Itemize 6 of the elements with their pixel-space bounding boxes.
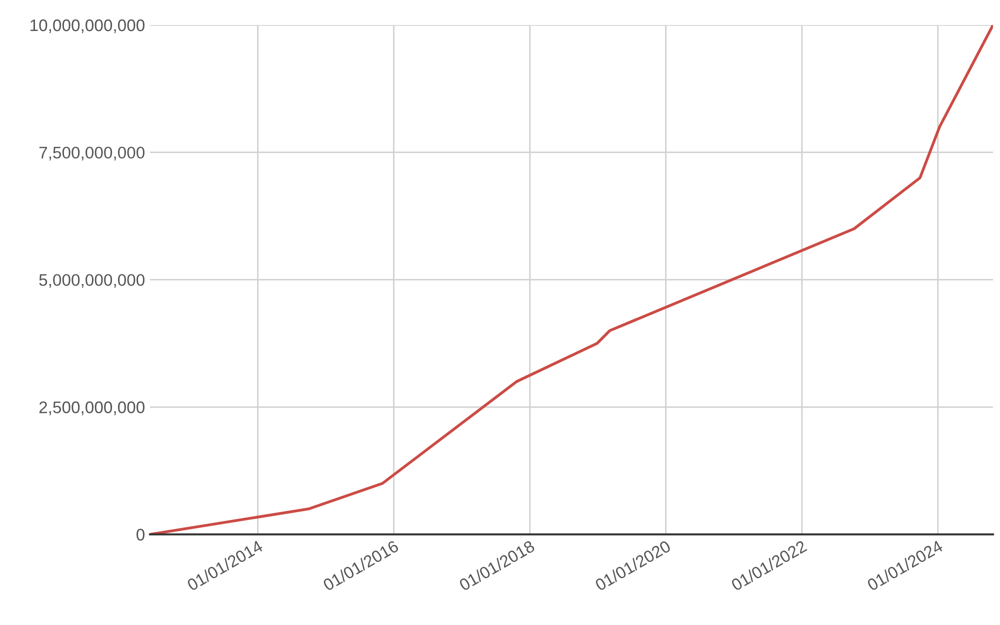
y-tick-label: 7,500,000,000 (39, 146, 144, 161)
y-tick-label: 5,000,000,000 (39, 274, 144, 288)
y-tick-label: 10,000,000,000 (30, 19, 144, 34)
y-tick-label: 0 (136, 528, 144, 541)
y-tick-label: 2,500,000,000 (39, 401, 144, 416)
line-series (150, 25, 993, 534)
